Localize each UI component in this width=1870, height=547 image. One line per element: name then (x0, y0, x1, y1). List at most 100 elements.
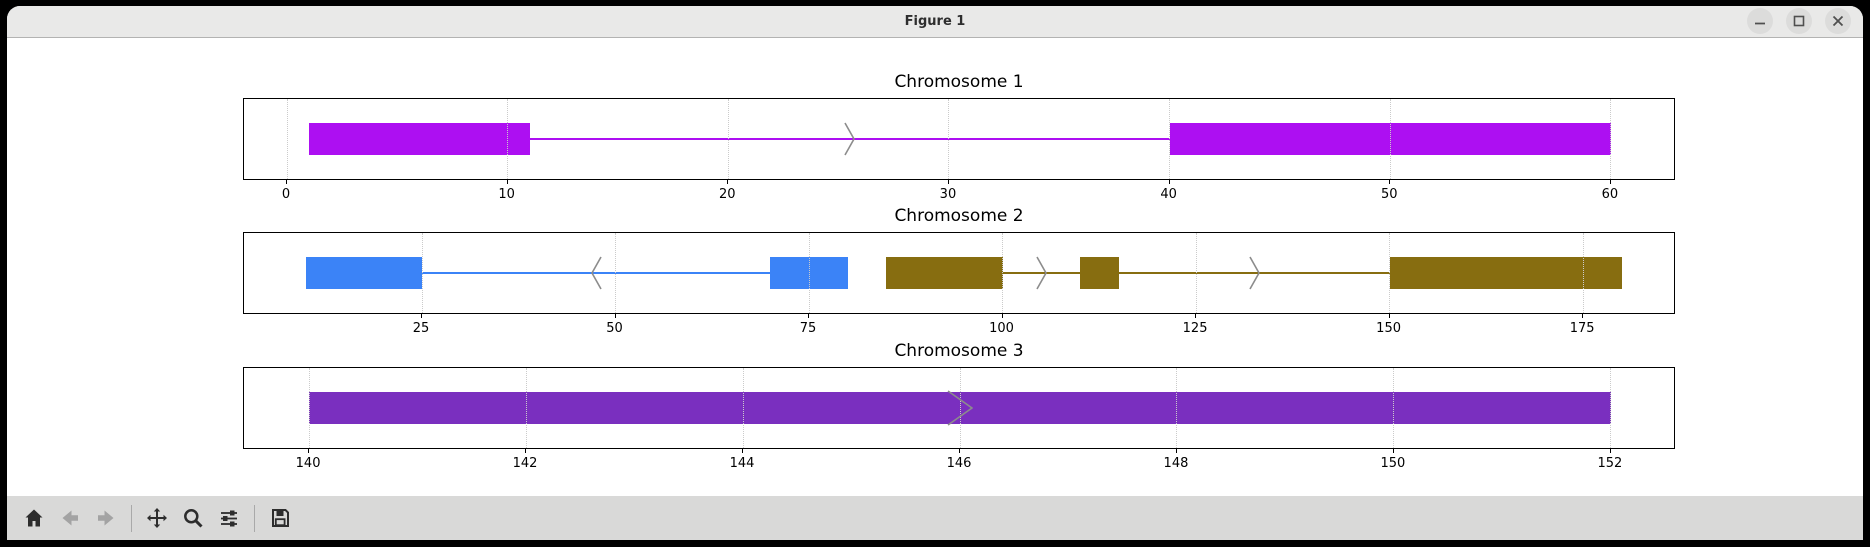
subplot-title: Chromosome 2 (894, 206, 1024, 226)
tick-mark (959, 449, 960, 453)
tick-mark (1609, 449, 1611, 453)
tick-mark (1175, 449, 1177, 453)
plot-axes (243, 98, 1675, 180)
gridline (1195, 233, 1197, 313)
tick-label: 142 (512, 456, 538, 471)
configure-subplots-button[interactable] (214, 503, 244, 533)
navigation-toolbar (7, 496, 1863, 540)
strand-chevron-left-icon (590, 256, 602, 290)
tick-label: 175 (1569, 321, 1595, 336)
minimize-button[interactable] (1747, 8, 1773, 34)
gridline (286, 99, 288, 179)
home-icon (25, 509, 43, 527)
window-titlebar[interactable]: Figure 1 (7, 6, 1863, 38)
tick-mark (308, 449, 310, 453)
strand-chevron-right-icon (844, 122, 856, 156)
tick-label: 146 (946, 456, 972, 471)
gridline (808, 233, 810, 313)
tick-label: 20 (719, 187, 736, 202)
tick-mark (727, 180, 729, 184)
zoom-button[interactable] (178, 503, 208, 533)
tick-mark (1195, 314, 1197, 318)
exon-box (1079, 257, 1119, 289)
tick-label: 25 (412, 321, 430, 336)
minimize-icon (1755, 22, 1765, 25)
tick-mark (1388, 314, 1390, 318)
tick-mark (525, 449, 527, 453)
tick-label: 150 (1380, 456, 1406, 471)
gridline (421, 233, 423, 313)
gridline (507, 99, 509, 179)
gridline (1610, 368, 1612, 448)
gridline (525, 368, 527, 448)
gridline (1176, 368, 1178, 448)
figure-window: Figure 1 Chromosome 1 0 10 20 30 40 50 60 Chromo… (7, 6, 1863, 540)
gridline (727, 99, 729, 179)
configure-subplots-icon (221, 510, 237, 527)
toolbar-separator (131, 504, 132, 532)
gridline (308, 368, 310, 448)
tick-mark (1582, 314, 1584, 318)
pan-icon (147, 508, 167, 528)
intron-line (305, 271, 848, 275)
gridline (1002, 233, 1004, 313)
tick-label: 152 (1597, 456, 1623, 471)
tick-label: 60 (1601, 187, 1619, 202)
close-icon (1832, 15, 1844, 27)
forward-icon (98, 510, 114, 526)
exon-box (1389, 257, 1622, 289)
pan-button[interactable] (142, 503, 172, 533)
tick-mark (1609, 180, 1611, 184)
tick-label: 30 (939, 187, 957, 202)
strand-chevron-right-icon (1248, 256, 1260, 290)
back-icon (62, 510, 78, 526)
intron-line (886, 271, 1622, 275)
back-button[interactable] (55, 503, 85, 533)
plot-axes (243, 232, 1675, 314)
tick-label: 0 (281, 187, 291, 202)
window-title: Figure 1 (904, 14, 966, 29)
close-button[interactable] (1825, 8, 1851, 34)
maximize-button[interactable] (1786, 8, 1812, 34)
subplot-title: Chromosome 3 (894, 341, 1024, 361)
intron-line (309, 137, 1611, 141)
tick-mark (1168, 180, 1170, 184)
tick-mark (742, 449, 744, 453)
subplot-title: Chromosome 1 (894, 72, 1024, 92)
strand-chevron-right-icon (1036, 256, 1047, 290)
figure-canvas[interactable]: Chromosome 1 0 10 20 30 40 50 60 Chromosome 2 25 5… (7, 38, 1863, 496)
gridline (948, 99, 950, 179)
gridline (615, 233, 617, 313)
save-icon (272, 509, 289, 527)
gridline (1389, 99, 1391, 179)
tick-mark (947, 180, 949, 184)
plot-axes (243, 367, 1675, 449)
tick-label: 125 (1182, 321, 1208, 336)
tick-mark (1392, 449, 1394, 453)
gridline (959, 368, 961, 448)
save-button[interactable] (265, 503, 295, 533)
home-button[interactable] (19, 503, 49, 533)
gridline (1389, 233, 1391, 313)
tick-mark (614, 314, 616, 318)
exon-box (305, 257, 423, 289)
exon-box (309, 123, 530, 155)
exon-box (886, 257, 1003, 289)
tick-label: 140 (295, 456, 321, 471)
tick-label: 148 (1163, 456, 1189, 471)
forward-button[interactable] (91, 503, 121, 533)
zoom-icon (184, 509, 203, 528)
tick-label: 100 (989, 321, 1014, 336)
tick-label: 10 (498, 187, 515, 202)
gridline (1582, 233, 1584, 313)
window-controls (1747, 8, 1851, 34)
tick-label: 144 (729, 456, 755, 471)
maximize-icon (1793, 15, 1805, 27)
tick-label: 40 (1160, 187, 1177, 202)
strand-chevron-right-icon (947, 390, 973, 426)
gridline (1393, 368, 1395, 448)
toolbar-separator (254, 504, 255, 532)
gridline (1169, 99, 1171, 179)
tick-label: 75 (799, 321, 817, 336)
tick-mark (286, 180, 288, 184)
